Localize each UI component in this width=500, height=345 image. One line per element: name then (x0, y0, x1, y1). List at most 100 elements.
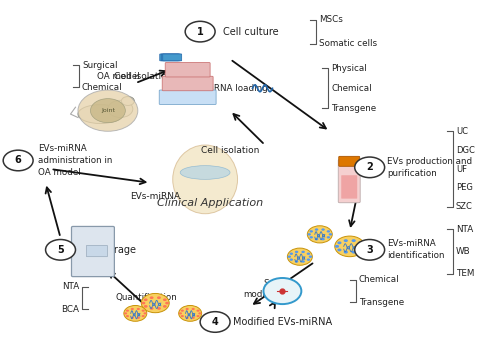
Text: 6: 6 (15, 156, 22, 166)
Circle shape (302, 260, 305, 263)
Text: Cell isolation: Cell isolation (201, 146, 259, 155)
Text: Cell culture: Cell culture (222, 27, 278, 37)
Circle shape (157, 296, 161, 299)
Circle shape (163, 298, 167, 301)
Circle shape (306, 253, 310, 255)
Circle shape (354, 239, 384, 260)
Text: 1: 1 (197, 27, 203, 37)
Text: Surface
modification: Surface modification (243, 279, 298, 299)
Circle shape (186, 317, 189, 319)
Circle shape (142, 302, 146, 304)
Circle shape (130, 308, 134, 310)
Circle shape (178, 305, 202, 321)
Circle shape (326, 230, 330, 233)
Circle shape (295, 260, 298, 263)
Text: UC: UC (456, 127, 468, 136)
FancyBboxPatch shape (339, 156, 359, 166)
Circle shape (310, 236, 313, 238)
Text: OA model: OA model (97, 72, 140, 81)
FancyBboxPatch shape (161, 54, 180, 61)
Text: EVs-miRNA
identification: EVs-miRNA identification (387, 239, 444, 260)
Circle shape (338, 248, 342, 252)
Text: EVs-miRNA
administration in
OA model: EVs-miRNA administration in OA model (38, 144, 113, 177)
Circle shape (163, 305, 167, 308)
Text: 5: 5 (57, 245, 64, 255)
Circle shape (78, 90, 138, 131)
Text: Chemical: Chemical (332, 84, 372, 93)
Circle shape (126, 309, 129, 312)
Text: TEM: TEM (456, 269, 474, 278)
Circle shape (335, 236, 364, 257)
Circle shape (335, 245, 339, 248)
Circle shape (192, 317, 195, 319)
Text: MSCs: MSCs (319, 15, 342, 24)
Circle shape (124, 305, 147, 321)
Circle shape (264, 278, 302, 304)
Circle shape (322, 228, 325, 231)
Text: EVs storage: EVs storage (78, 245, 136, 255)
Text: Quantification: Quantification (116, 293, 177, 303)
FancyBboxPatch shape (162, 54, 182, 61)
Circle shape (142, 294, 169, 313)
Circle shape (192, 308, 195, 310)
Text: UF: UF (456, 165, 467, 174)
Circle shape (144, 305, 148, 308)
Circle shape (142, 309, 145, 312)
Circle shape (196, 315, 200, 317)
Text: Cell isolation: Cell isolation (114, 72, 172, 81)
Circle shape (180, 315, 184, 317)
Circle shape (157, 307, 161, 310)
Circle shape (196, 309, 200, 312)
Circle shape (130, 317, 134, 319)
Circle shape (328, 233, 332, 236)
Text: 3: 3 (366, 245, 373, 255)
Circle shape (185, 21, 215, 42)
Circle shape (144, 312, 146, 315)
Circle shape (354, 157, 384, 178)
FancyBboxPatch shape (160, 90, 216, 105)
FancyBboxPatch shape (165, 62, 210, 77)
Circle shape (338, 241, 342, 244)
FancyBboxPatch shape (162, 76, 213, 91)
Circle shape (290, 253, 293, 255)
Circle shape (180, 309, 184, 312)
Circle shape (358, 241, 362, 244)
Text: Somatic cells: Somatic cells (319, 39, 377, 48)
Circle shape (136, 308, 140, 310)
Circle shape (352, 239, 356, 242)
Circle shape (198, 312, 202, 315)
Circle shape (290, 258, 293, 261)
Circle shape (179, 312, 182, 315)
FancyBboxPatch shape (341, 175, 357, 199)
Text: miRNA loading: miRNA loading (202, 84, 268, 93)
Text: Surgical: Surgical (82, 61, 118, 70)
Circle shape (165, 302, 169, 304)
Text: Transgene: Transgene (358, 298, 404, 307)
Text: Joint: Joint (101, 108, 115, 113)
Text: Transgene: Transgene (332, 104, 376, 113)
Circle shape (308, 256, 312, 258)
Circle shape (144, 298, 148, 301)
Circle shape (344, 239, 348, 242)
Text: Clinical Application: Clinical Application (157, 198, 263, 208)
Text: WB: WB (456, 247, 470, 256)
FancyBboxPatch shape (338, 159, 360, 203)
Ellipse shape (180, 166, 230, 179)
Text: Physical: Physical (332, 64, 367, 73)
FancyBboxPatch shape (160, 54, 178, 61)
Circle shape (315, 228, 318, 231)
Text: 2: 2 (366, 162, 373, 172)
Circle shape (295, 251, 298, 253)
Circle shape (358, 248, 362, 252)
Circle shape (306, 258, 310, 261)
Circle shape (108, 100, 133, 118)
Circle shape (344, 251, 348, 254)
Text: Modified EVs-miRNA: Modified EVs-miRNA (232, 317, 332, 327)
Circle shape (326, 236, 330, 238)
FancyBboxPatch shape (86, 245, 108, 257)
Text: NTA: NTA (62, 282, 79, 291)
Circle shape (315, 238, 318, 240)
Circle shape (150, 296, 154, 299)
Text: EVs production and
purification: EVs production and purification (387, 157, 472, 178)
Text: EVs-miRNA: EVs-miRNA (130, 192, 180, 201)
